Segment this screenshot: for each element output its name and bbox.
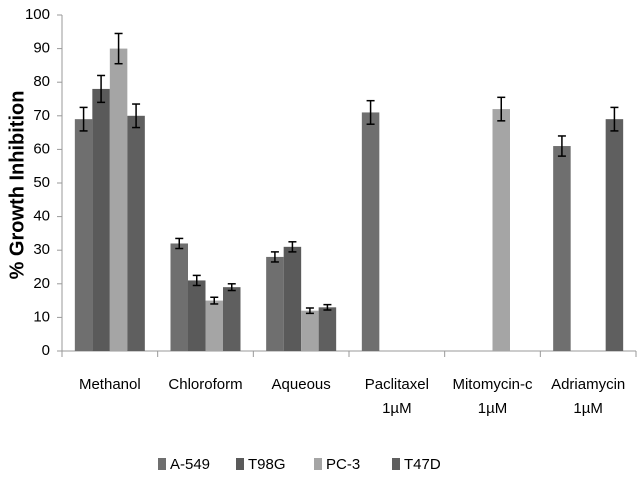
bar	[92, 88, 110, 352]
error-bar	[497, 96, 506, 122]
error-bar	[288, 241, 297, 253]
error-bar	[114, 32, 123, 65]
legend-swatch	[158, 458, 166, 470]
bar	[605, 119, 624, 351]
x-tick-label: Paclitaxel 1µM	[364, 376, 429, 417]
error-bar	[557, 135, 566, 157]
bar	[223, 287, 241, 351]
error-bar	[305, 307, 314, 315]
error-bar	[79, 106, 88, 132]
y-tick-label: 70	[33, 107, 50, 124]
legend-label: A-549	[170, 456, 210, 473]
bar	[170, 243, 188, 351]
bar	[109, 48, 128, 351]
error-bar	[132, 103, 141, 129]
y-tick-label: 60	[33, 140, 50, 157]
x-tick-label: Methanol	[78, 376, 141, 393]
y-tick-label: 0	[42, 342, 50, 359]
bar	[318, 307, 337, 351]
x-tick-label: Adriamycin 1µM	[551, 376, 626, 417]
y-tick-label: 100	[25, 6, 50, 23]
legend-swatch	[314, 458, 322, 470]
error-bar	[323, 303, 332, 311]
bar	[205, 300, 223, 351]
bar	[492, 109, 510, 351]
bar	[361, 112, 380, 351]
bar	[301, 310, 319, 351]
error-bar	[366, 99, 375, 125]
legend-swatch	[392, 458, 400, 470]
x-tick-label: Aqueous	[271, 376, 331, 393]
bar	[188, 280, 206, 351]
error-bar	[175, 237, 184, 250]
y-axis-label: % Growth Inhibition	[6, 91, 28, 280]
y-tick-label: 90	[33, 40, 50, 57]
x-tick-label: Chloroform	[168, 376, 243, 393]
legend-label: T98G	[248, 456, 286, 473]
y-tick-label: 10	[33, 308, 50, 325]
error-bar	[610, 106, 619, 132]
bar	[127, 115, 145, 351]
legend-swatch	[236, 458, 244, 470]
y-tick-label: 80	[33, 73, 50, 90]
bar	[266, 256, 284, 351]
legend-label: PC-3	[326, 456, 360, 473]
y-tick-label: 20	[33, 275, 50, 292]
error-bar	[97, 74, 106, 104]
bar	[74, 119, 93, 351]
error-bar	[210, 296, 219, 305]
y-tick-label: 50	[33, 174, 50, 191]
x-tick-label: Mitomycin-c 1µM	[452, 376, 533, 417]
y-tick-label: 40	[33, 208, 50, 225]
error-bar	[270, 251, 279, 263]
bar	[553, 146, 571, 351]
y-tick-label: 30	[33, 241, 50, 258]
legend-label: T47D	[404, 456, 441, 473]
error-bar	[227, 283, 236, 292]
error-bar	[192, 274, 201, 287]
bar	[283, 246, 302, 351]
